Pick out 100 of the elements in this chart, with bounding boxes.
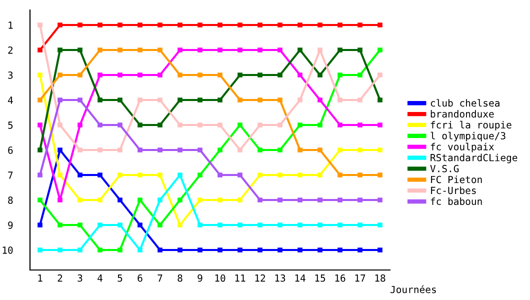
point (178, 48, 182, 52)
point (138, 248, 142, 252)
point (138, 98, 142, 102)
point (238, 72, 242, 78)
point (358, 172, 362, 178)
point (58, 122, 62, 128)
point (178, 248, 182, 252)
point (378, 48, 382, 52)
point (238, 198, 242, 202)
point (278, 172, 282, 178)
point (98, 48, 102, 52)
point (158, 248, 162, 252)
y-tick-label: 3 (8, 72, 13, 79)
point (318, 248, 322, 252)
x-tick-label: 14 (295, 274, 306, 282)
point (138, 22, 142, 28)
point (78, 172, 82, 178)
point (218, 22, 222, 28)
point (338, 198, 342, 202)
x-axis-title: Journées (390, 285, 436, 294)
point (58, 148, 62, 152)
point (298, 172, 302, 178)
point (278, 222, 282, 228)
point (38, 222, 42, 228)
point (318, 22, 322, 28)
point (218, 122, 222, 128)
point (198, 248, 202, 252)
point (278, 98, 282, 102)
point (258, 248, 262, 252)
point (58, 98, 62, 102)
point (238, 98, 242, 102)
point (158, 98, 162, 102)
point (58, 22, 62, 28)
point (278, 198, 282, 202)
point (178, 172, 182, 178)
x-tick-label: 2 (58, 274, 62, 282)
point (278, 248, 282, 252)
point (118, 198, 122, 202)
point (118, 72, 122, 78)
point (258, 22, 262, 28)
point (278, 22, 282, 28)
point (378, 122, 382, 128)
point (78, 122, 82, 128)
point (138, 198, 142, 202)
point (218, 248, 222, 252)
point (218, 198, 222, 202)
point (318, 222, 322, 228)
point (358, 222, 362, 228)
point (198, 72, 202, 78)
point (298, 248, 302, 252)
point (258, 198, 262, 202)
point (198, 48, 202, 52)
point (138, 222, 142, 228)
point (138, 72, 142, 78)
point (358, 122, 362, 128)
point (38, 122, 42, 128)
point (258, 172, 262, 178)
point (218, 48, 222, 52)
point (98, 98, 102, 102)
point (38, 72, 42, 78)
point (378, 248, 382, 252)
point (278, 122, 282, 128)
point (118, 172, 122, 178)
point (338, 148, 342, 152)
point (198, 148, 202, 152)
point (338, 48, 342, 52)
point (218, 98, 222, 102)
point (158, 148, 162, 152)
point (98, 122, 102, 128)
point (158, 72, 162, 78)
point (158, 222, 162, 228)
legend-label: RStandardCLiege (430, 154, 518, 164)
point (258, 122, 262, 128)
point (178, 198, 182, 202)
point (318, 122, 322, 128)
point (358, 248, 362, 252)
legend-label: Fc-Urbes (431, 186, 476, 194)
point (38, 172, 42, 178)
point (178, 122, 182, 128)
point (178, 98, 182, 102)
legend-label: club chelsea (430, 99, 500, 107)
point (78, 48, 82, 52)
x-tick-label: 9 (198, 274, 202, 282)
y-tick-label: 6 (8, 146, 13, 154)
point (298, 122, 302, 128)
point (318, 72, 322, 78)
point (378, 148, 382, 152)
y-tick-label: 4 (8, 96, 13, 104)
point (38, 248, 42, 252)
point (218, 222, 222, 228)
point (58, 198, 62, 202)
point (158, 172, 162, 178)
point (298, 72, 302, 78)
point (278, 148, 282, 152)
point (238, 248, 242, 252)
point (238, 122, 242, 128)
point (138, 48, 142, 52)
point (118, 48, 122, 52)
point (198, 98, 202, 102)
point (358, 48, 362, 52)
